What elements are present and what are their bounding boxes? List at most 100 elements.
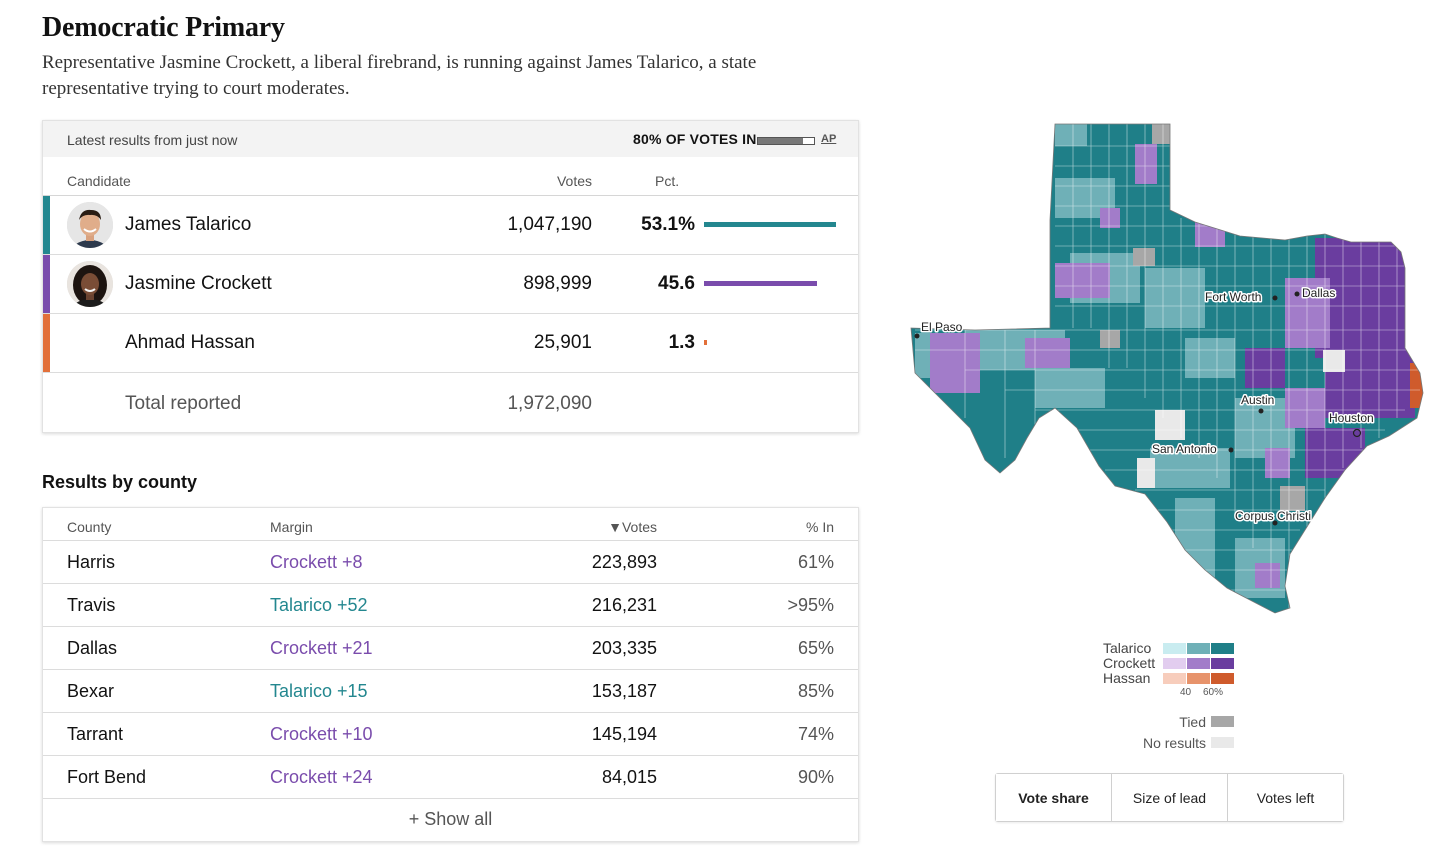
county-pct-in: 65% <box>797 638 834 658</box>
legend-swatch <box>1187 658 1210 669</box>
votes-in-label: 80% OF VOTES IN <box>633 131 757 147</box>
county-name: Harris <box>67 552 115 572</box>
page-title: Democratic Primary <box>42 12 285 43</box>
header-divider <box>43 195 858 196</box>
city-dot <box>1272 520 1278 526</box>
county-margin: Crockett +10 <box>270 724 373 744</box>
county-votes: 153,187 <box>591 681 657 701</box>
votes-in-meter <box>757 137 815 145</box>
county-pct-in: 85% <box>797 681 834 701</box>
legend-swatch <box>1211 658 1234 669</box>
votes-column-header: Votes <box>556 173 592 189</box>
county-row: Travis Talarico +52 216,231 >95% <box>43 583 858 626</box>
legend-swatch <box>1163 673 1186 684</box>
city-label-el-paso: El Paso <box>921 320 963 334</box>
latest-results-text: Latest results from just now <box>67 132 238 148</box>
county-votes: 84,015 <box>601 767 657 787</box>
toggle-size-of-lead[interactable]: Size of lead <box>1112 774 1228 821</box>
county-margin: Crockett +8 <box>270 552 363 572</box>
avatar-portrait-icon <box>67 261 113 307</box>
legend-label-talarico: Talarico <box>1103 640 1152 656</box>
margin-column-header[interactable]: Margin <box>270 519 313 535</box>
page-subtitle: Representative Jasmine Crockett, a liber… <box>42 52 757 99</box>
county-pct-in: 90% <box>797 767 834 787</box>
candidate-name: Jasmine Crockett <box>125 273 272 294</box>
texas-county-map[interactable]: El Paso Fort Worth Dallas Austin Houston… <box>905 118 1445 628</box>
city-markers: El Paso Fort Worth Dallas Austin Houston… <box>914 285 1375 526</box>
county-row: Harris Crockett +8 223,893 61% <box>43 540 858 583</box>
city-label-san-antonio: San Antonio <box>1152 442 1217 456</box>
city-dot <box>1272 295 1278 301</box>
legend-swatch-tied <box>1211 716 1234 727</box>
votes-in-meter-fill <box>758 138 803 144</box>
legend-label-crockett: Crockett <box>1103 655 1156 671</box>
candidate-color-stripe <box>43 196 50 254</box>
candidate-row-crockett: Jasmine Crockett 898,999 45.6 <box>43 255 858 314</box>
county-table: County Margin ▼Votes % In Harris Crocket… <box>42 507 859 842</box>
city-label-dallas: Dallas <box>1302 286 1335 300</box>
toggle-vote-share[interactable]: Vote share <box>996 774 1112 821</box>
legend-swatch <box>1211 673 1234 684</box>
county-borders <box>915 124 1420 608</box>
county-name: Tarrant <box>67 724 124 744</box>
candidate-votes: 25,901 <box>533 332 592 353</box>
county-column-header[interactable]: County <box>67 519 112 535</box>
county-pct-in: 61% <box>797 552 834 572</box>
county-row: Tarrant Crockett +10 145,194 74% <box>43 712 858 755</box>
county-margin: Talarico +15 <box>270 681 368 701</box>
candidate-pct-bar <box>704 281 817 286</box>
city-label-fort-worth: Fort Worth <box>1205 290 1261 304</box>
county-votes: 203,335 <box>591 638 657 658</box>
county-row: Bexar Talarico +15 153,187 85% <box>43 669 858 712</box>
toggle-votes-left[interactable]: Votes left <box>1228 774 1343 821</box>
county-margin: Crockett +21 <box>270 638 373 658</box>
show-all-button[interactable]: + Show all <box>43 798 858 840</box>
legend-tick-60: 60% <box>1203 687 1224 698</box>
state-outline <box>910 123 1424 614</box>
candidate-pct-bar <box>704 222 836 227</box>
legend-label-hassan: Hassan <box>1103 670 1151 686</box>
city-dot <box>1352 428 1362 438</box>
legend-swatch <box>1187 673 1210 684</box>
legend-swatch-no-results <box>1211 737 1234 748</box>
city-label-houston: Houston <box>1329 411 1374 425</box>
total-row: Total reported 1,972,090 <box>43 373 858 431</box>
candidate-color-stripe <box>43 314 50 372</box>
pct-in-column-header[interactable]: % In <box>805 519 834 535</box>
county-margin: Talarico +52 <box>270 595 368 615</box>
county-votes: 145,194 <box>591 724 657 744</box>
avatar-portrait-icon <box>67 202 113 248</box>
legend-tick-40: 40 <box>1180 687 1192 698</box>
county-tiles[interactable] <box>905 118 1445 628</box>
county-margin: Crockett +24 <box>270 767 373 787</box>
county-votes: 216,231 <box>591 595 657 615</box>
total-label: Total reported <box>125 393 242 414</box>
legend-swatch <box>1163 658 1186 669</box>
legend-label-no-results: No results <box>1142 735 1206 751</box>
city-dot <box>914 333 920 339</box>
legend-label-tied: Tied <box>1179 714 1206 730</box>
candidate-pct: 53.1% <box>641 214 695 235</box>
legend-swatch <box>1211 643 1234 654</box>
city-dot <box>1258 408 1264 414</box>
results-status-bar: Latest results from just now 80% OF VOTE… <box>43 121 858 157</box>
avatar-talarico <box>67 202 113 248</box>
county-row: Dallas Crockett +21 203,335 65% <box>43 626 858 669</box>
votes-column-header-sorted[interactable]: ▼Votes <box>608 519 657 535</box>
candidate-name: Ahmad Hassan <box>125 332 255 353</box>
county-name: Dallas <box>67 638 118 658</box>
avatar-crockett <box>67 261 113 307</box>
candidate-row-hassan: Ahmad Hassan 25,901 1.3 <box>43 314 858 373</box>
city-label-corpus-christi: Corpus Christi <box>1235 509 1311 523</box>
city-label-austin: Austin <box>1241 393 1274 407</box>
texas-map-svg[interactable]: El Paso Fort Worth Dallas Austin Houston… <box>905 118 1445 628</box>
legend-swatch <box>1163 643 1186 654</box>
source-link[interactable]: AP <box>821 133 837 145</box>
candidate-column-header: Candidate <box>67 173 131 189</box>
county-votes: 223,893 <box>591 552 657 572</box>
candidate-votes: 1,047,190 <box>507 214 592 235</box>
county-pct-in: >95% <box>787 595 834 615</box>
map-view-toggle: Vote share Size of lead Votes left <box>995 773 1344 822</box>
candidate-pct-bar <box>704 340 707 345</box>
candidate-row-talarico: James Talarico 1,047,190 53.1% <box>43 196 858 255</box>
